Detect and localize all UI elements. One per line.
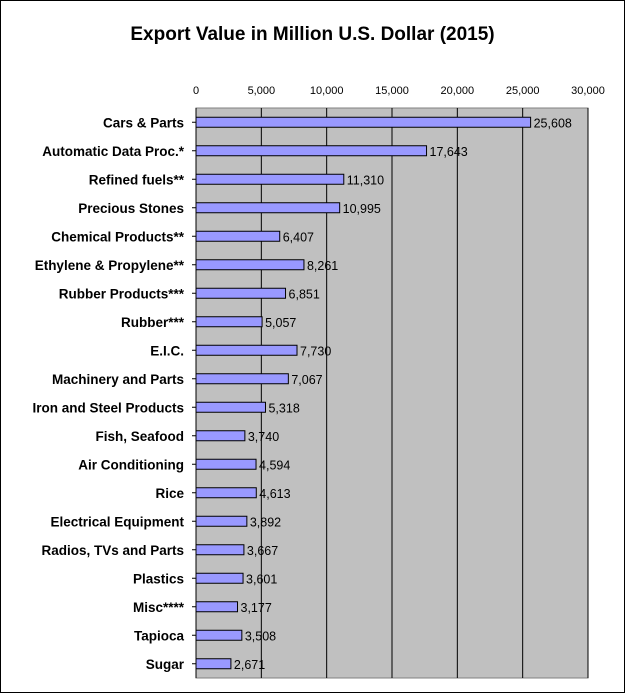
data-label: 6,407 [283, 230, 314, 244]
data-label: 3,892 [250, 515, 281, 529]
bar [195, 401, 266, 413]
x-tick-label: 0 [193, 85, 199, 97]
bar [195, 116, 532, 128]
bar [195, 515, 248, 527]
category-label: Chemical Products** [51, 229, 185, 244]
data-label: 3,177 [241, 601, 272, 615]
x-tick-label: 15,000 [375, 85, 409, 97]
x-tick-label: 30,000 [571, 85, 605, 97]
data-label: 3,667 [247, 544, 278, 558]
bar [195, 601, 239, 613]
data-label: 5,318 [268, 401, 299, 415]
bar [195, 658, 232, 670]
bar [195, 572, 244, 584]
category-label: Machinery and Parts [52, 372, 184, 387]
data-label: 11,310 [347, 173, 384, 187]
bar [195, 458, 257, 470]
bar [195, 629, 243, 641]
bar [195, 544, 245, 556]
category-label: Rice [155, 486, 184, 501]
bar [195, 373, 289, 385]
chart-title: Export Value in Million U.S. Dollar (201… [130, 24, 495, 45]
data-label: 6,851 [289, 287, 320, 301]
data-label: 25,608 [534, 116, 572, 130]
category-label: Rubber Products*** [59, 286, 185, 301]
category-label: Electrical Equipment [50, 514, 184, 529]
category-label: Rubber*** [121, 315, 185, 330]
category-label: Precious Stones [78, 201, 184, 216]
bar [195, 316, 263, 328]
category-label: Fish, Seafood [95, 429, 184, 444]
category-label: Misc**** [133, 600, 185, 615]
bar [195, 287, 287, 299]
x-tick-label: 25,000 [506, 85, 540, 97]
data-label: 7,730 [300, 344, 331, 358]
category-label: Cars & Parts [103, 115, 184, 130]
data-label: 4,594 [259, 458, 290, 472]
bar [195, 259, 305, 271]
bar [195, 173, 345, 185]
x-tick-label: 20,000 [441, 85, 475, 97]
data-label: 3,740 [248, 430, 279, 444]
bar [195, 145, 428, 157]
category-label: Ethylene & Propylene** [35, 258, 185, 273]
data-label: 17,643 [430, 145, 468, 159]
data-label: 2,671 [234, 658, 265, 672]
data-label: 8,261 [307, 259, 338, 273]
bar [195, 430, 246, 442]
category-label: Tapioca [134, 628, 185, 643]
data-label: 3,601 [246, 572, 277, 586]
data-label: 4,613 [259, 487, 290, 501]
category-label: Radios, TVs and Parts [41, 543, 184, 558]
bar [195, 230, 281, 242]
category-label: Iron and Steel Products [32, 400, 184, 415]
category-label: Air Conditioning [78, 457, 184, 472]
x-tick-label: 10,000 [310, 85, 344, 97]
bar [195, 202, 341, 214]
x-tick-label: 5,000 [248, 85, 276, 97]
category-label: Sugar [146, 657, 185, 672]
data-label: 7,067 [291, 373, 322, 387]
category-label: Plastics [133, 571, 184, 586]
bar [195, 487, 257, 499]
data-label: 5,057 [265, 316, 296, 330]
category-label: Automatic Data Proc.* [42, 144, 185, 159]
bar [195, 344, 298, 356]
data-label: 3,508 [245, 629, 276, 643]
data-label: 10,995 [343, 202, 381, 216]
category-label: E.I.C. [150, 343, 184, 358]
category-label: Refined fuels** [89, 172, 185, 187]
